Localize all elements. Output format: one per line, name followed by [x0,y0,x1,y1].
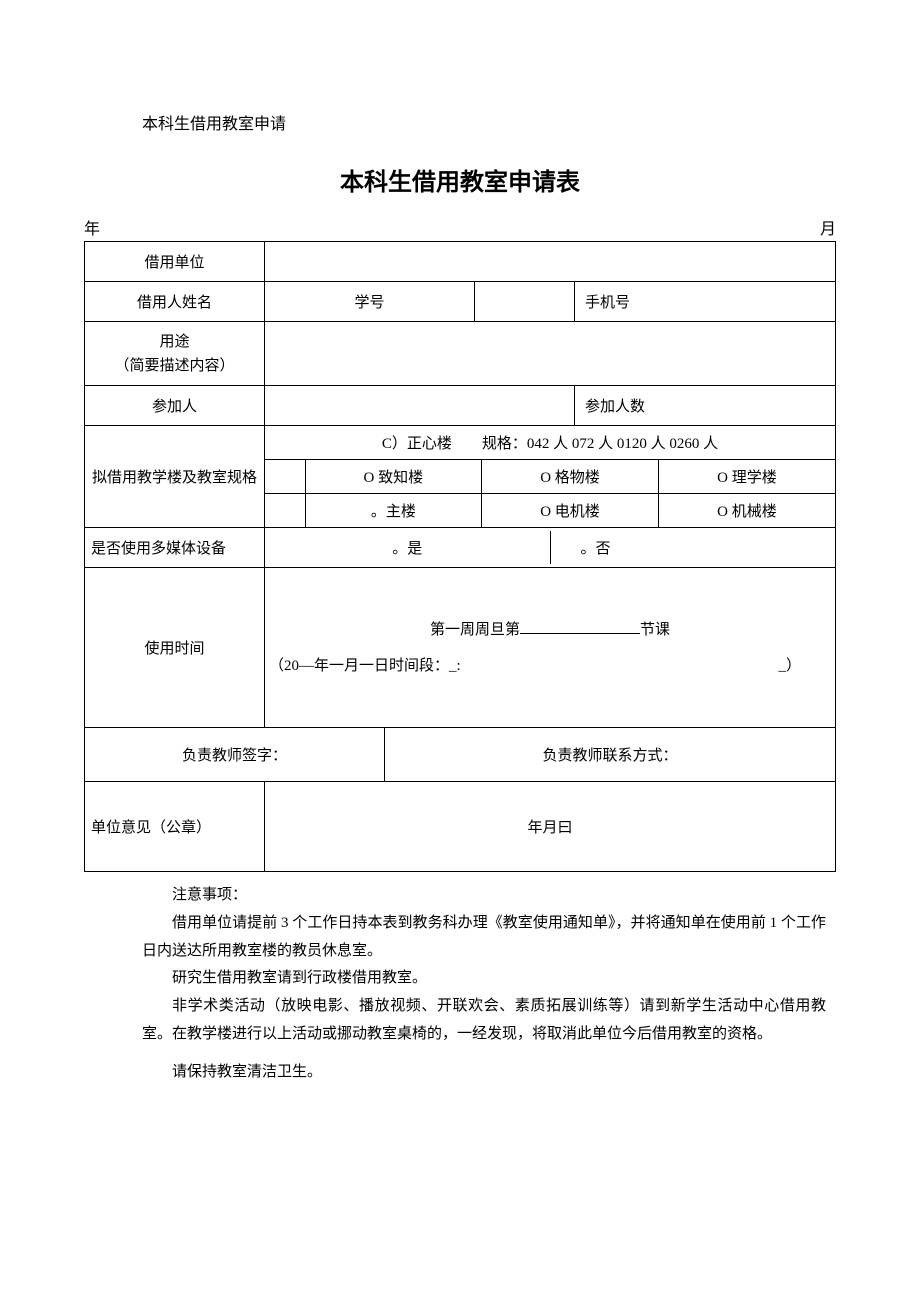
opt-zhizhi[interactable]: O 致知楼 [305,460,482,493]
building-label: 拟借用教学楼及教室规格 [85,426,265,528]
building-row: 拟借用教学楼及教室规格 C）正心楼 规格：042 人 072 人 0120 人 … [85,426,836,460]
time-underline [520,620,640,634]
purpose-label-2: （简要描述内容） [114,358,234,374]
name-label: 借用人姓名 [85,282,265,322]
participants-count-label: 参加人数 [575,386,836,426]
opt-gewu[interactable]: O 格物楼 [482,460,659,493]
unit-label: 借用单位 [85,242,265,282]
mm-yes[interactable]: 。是 [265,531,550,564]
opt-lixue[interactable]: O 理学楼 [658,460,835,493]
teacher-sign-label: 负责教师签字： [85,728,385,782]
purpose-label-1: 用途 [159,334,189,350]
opt-dianji[interactable]: O 电机楼 [482,494,659,527]
header-text: 本科生借用教室申请 [142,110,836,134]
unit-field[interactable] [265,242,836,282]
teacher-row: 负责教师签字： 负责教师联系方式： [85,728,836,782]
time-line2-a: （20—年一月一日时间段：_: [269,648,461,684]
notes-p1: 借用单位请提前 3 个工作日持本表到教务科办理《教室使用通知单》，并将通知单在使… [142,910,826,966]
notes-p2: 研究生借用教室请到行政楼借用教室。 [142,965,826,993]
notes-heading: 注意事项： [142,882,826,910]
participants-row: 参加人 参加人数 [85,386,836,426]
phone-label: 手机号 [575,282,836,322]
spacer-cell [265,460,305,493]
year-label: 年 [84,215,100,239]
purpose-field[interactable] [265,322,836,386]
spec-line: C）正心楼 规格：042 人 072 人 0120 人 0260 人 [265,426,836,460]
teacher-contact-label: 负责教师联系方式： [385,728,836,782]
multimedia-row: 是否使用多媒体设备 。是 。否 [85,528,836,568]
month-label: 月 [820,215,836,239]
notes-section: 注意事项： 借用单位请提前 3 个工作日持本表到教务科办理《教室使用通知单》，并… [84,882,836,1086]
date-row: 年 月 [84,215,836,239]
stamp-row: 单位意见（公章） 年月曰 [85,782,836,872]
time-line2-b: _） [778,648,801,684]
opt-main[interactable]: 。主楼 [305,494,482,527]
opt-jixie[interactable]: O 机械楼 [658,494,835,527]
time-line1-b: 节课 [640,622,670,638]
stamp-label: 单位意见（公章） [85,782,265,872]
purpose-label: 用途 （简要描述内容） [85,322,265,386]
student-id-field[interactable] [475,282,575,322]
name-row: 借用人姓名 学号 手机号 [85,282,836,322]
stamp-date: 年月曰 [265,782,836,872]
participants-field[interactable] [265,386,575,426]
student-id-label-cell: 学号 [265,282,475,322]
spacer-cell-2 [265,494,305,527]
participants-label: 参加人 [85,386,265,426]
notes-p4: 请保持教室清洁卫生。 [142,1059,826,1087]
time-field[interactable]: 第一周周旦第 节课 （20—年一月一日时间段：_: _） [265,568,836,728]
multimedia-label: 是否使用多媒体设备 [85,528,265,568]
page-title: 本科生借用教室申请表 [84,162,836,197]
unit-row: 借用单位 [85,242,836,282]
notes-p3: 非学术类活动（放映电影、播放视频、开联欢会、素质拓展训练等）请到新学生活动中心借… [142,993,826,1049]
application-form: 借用单位 借用人姓名 学号 手机号 用途 （简要描述内容） 参加人 参加人数 拟… [84,241,836,872]
time-line1-a: 第一周周旦第 [430,622,520,638]
time-label: 使用时间 [85,568,265,728]
mm-no[interactable]: 。否 [550,531,835,564]
purpose-row: 用途 （简要描述内容） [85,322,836,386]
time-row: 使用时间 第一周周旦第 节课 （20—年一月一日时间段：_: _） [85,568,836,728]
